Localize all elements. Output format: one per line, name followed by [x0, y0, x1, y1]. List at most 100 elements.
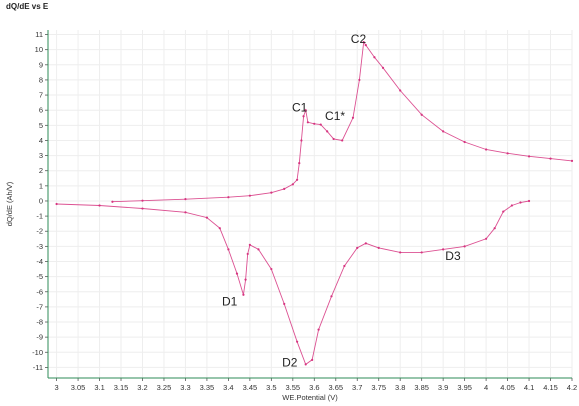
chart-title: dQ/dE vs E: [6, 2, 49, 11]
y-tick-label: 1: [39, 181, 43, 190]
x-tick-label: 4.2: [567, 383, 577, 392]
data-point: [351, 116, 355, 119]
data-point: [218, 227, 221, 230]
data-point: [463, 245, 466, 248]
annotation-label: D2: [282, 356, 298, 370]
data-point: [98, 204, 101, 207]
y-tick-label: -9: [36, 333, 43, 342]
data-point: [227, 248, 230, 251]
x-tick-label: 3.45: [243, 383, 258, 392]
y-tick-label: -7: [36, 302, 43, 311]
data-point: [235, 272, 239, 275]
data-point: [399, 89, 402, 92]
data-point: [298, 162, 301, 165]
x-tick-label: 3.75: [371, 383, 386, 392]
x-tick-label: 3.9: [438, 383, 448, 392]
data-point: [463, 140, 466, 144]
data-point: [242, 293, 245, 296]
data-point: [205, 216, 209, 219]
y-tick-label: 6: [39, 106, 43, 115]
data-point: [373, 56, 376, 59]
annotations: C2 C1 C1* D1 D3 D2: [222, 32, 461, 370]
data-point: [55, 202, 58, 206]
x-tick-label: 3.05: [71, 383, 86, 392]
data-point: [330, 295, 333, 298]
y-tick-label: -2: [36, 227, 43, 236]
y-tick-label: 11: [35, 30, 43, 39]
data-point: [300, 139, 303, 142]
y-tick-label: -11: [33, 363, 43, 372]
data-point: [283, 302, 286, 305]
data-point: [364, 242, 367, 245]
x-tick-label: 3.95: [457, 383, 472, 392]
x-tick-label: 3.35: [200, 383, 215, 392]
data-point: [184, 198, 187, 201]
annotation-label: D1: [222, 294, 238, 308]
x-tick-label: 4: [484, 383, 488, 392]
series-line: [56, 200, 530, 366]
annotation-label: C1: [292, 101, 308, 115]
data-point: [227, 196, 230, 199]
data-point: [332, 137, 335, 141]
data-point: [484, 237, 488, 240]
data-point: [341, 139, 344, 142]
x-tick-label: 4.15: [543, 383, 558, 392]
y-tick-label: -4: [36, 257, 43, 266]
data-point: [343, 264, 346, 268]
data-point: [362, 41, 365, 44]
data-point: [510, 204, 513, 207]
x-tick-label: 3.85: [414, 383, 429, 392]
data-point: [442, 248, 445, 251]
data-point: [377, 246, 380, 249]
grid: [48, 30, 573, 378]
data-point: [420, 251, 423, 254]
data-point: [319, 123, 322, 126]
data-point: [311, 358, 314, 361]
data-point: [257, 248, 260, 251]
annotation-label: C2: [351, 32, 367, 46]
y-tick-label: 7: [39, 91, 43, 100]
y-tick-label: 3: [39, 151, 43, 160]
x-tick-label: 3.55: [286, 383, 301, 392]
series-1: [111, 40, 574, 203]
series-group: [55, 40, 574, 366]
x-tick-label: 4.05: [500, 383, 515, 392]
data-point: [141, 207, 144, 210]
series-line: [112, 40, 573, 203]
y-tick-label: 2: [39, 166, 43, 175]
data-point: [111, 200, 114, 203]
data-point: [381, 66, 385, 69]
x-tick-label: 4.1: [524, 383, 534, 392]
data-point: [248, 194, 251, 197]
y-tick-label: -8: [36, 318, 43, 327]
data-point: [519, 201, 522, 204]
data-point: [356, 246, 359, 249]
x-tick-label: 3.4: [223, 383, 233, 392]
data-point: [270, 267, 273, 271]
data-point: [506, 152, 509, 155]
data-point: [493, 227, 496, 230]
data-point: [317, 328, 320, 331]
y-tick-label: -1: [36, 212, 43, 221]
data-point: [442, 130, 445, 133]
x-tick-label: 3.2: [137, 383, 147, 392]
x-tick-label: 3.15: [114, 383, 129, 392]
data-point: [570, 159, 574, 162]
data-point: [358, 78, 361, 82]
y-tick-label: -10: [32, 348, 43, 357]
data-point: [304, 109, 307, 112]
x-tick-label: 3.65: [328, 383, 343, 392]
data-point: [420, 113, 423, 116]
data-point: [270, 191, 273, 194]
data-point: [291, 183, 294, 186]
data-point: [364, 44, 367, 47]
data-point: [306, 121, 309, 124]
y-tick-label: 9: [39, 60, 43, 69]
data-point: [527, 199, 531, 203]
data-point: [302, 115, 305, 118]
data-point: [399, 251, 402, 254]
x-tick-label: 3.7: [352, 383, 362, 392]
